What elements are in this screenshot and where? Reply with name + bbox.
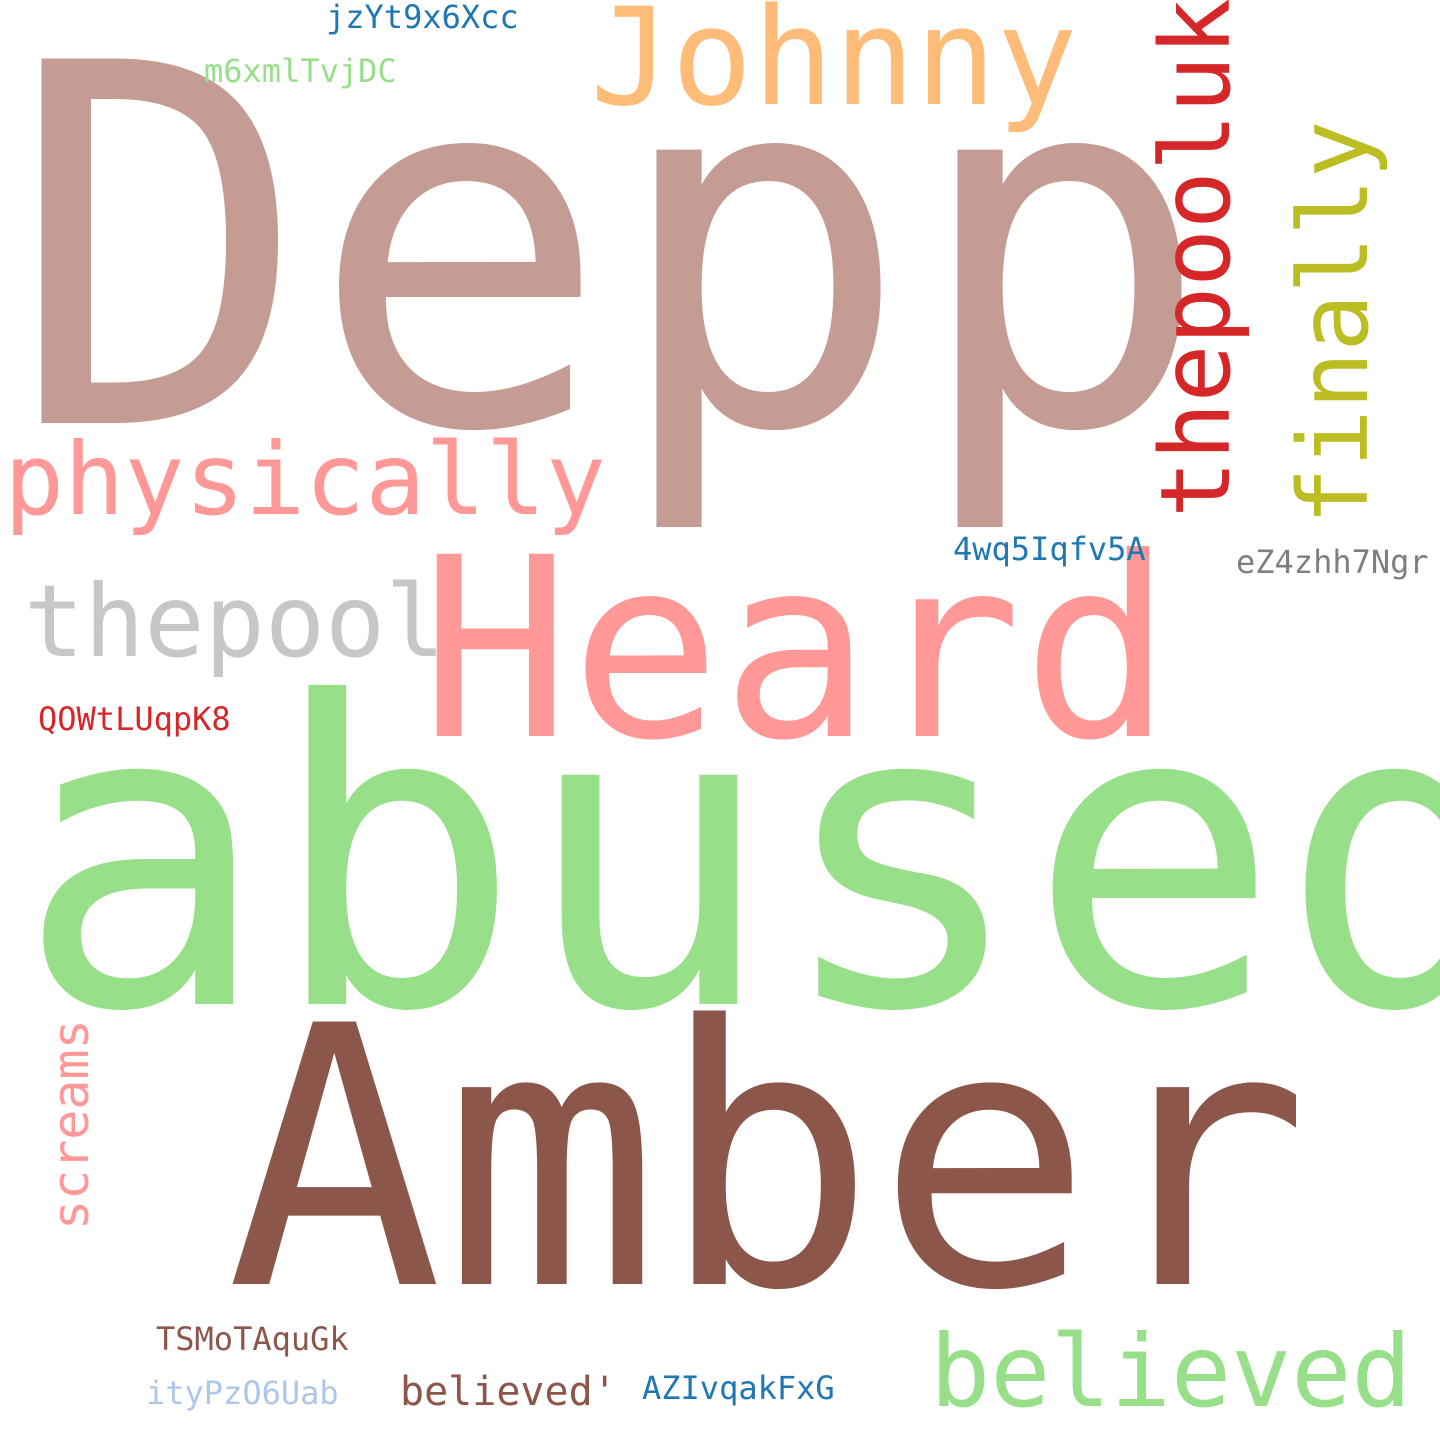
word-qowtluqpk8: QOWtLUqpK8 — [38, 700, 231, 738]
word-believed: believed — [930, 1313, 1412, 1430]
word-m6xmltvjdc: m6xmlTvjDC — [204, 52, 397, 90]
word-4wq5iqfv5a: 4wq5Iqfv5A — [953, 530, 1146, 568]
word-johnny: Johnny — [590, 0, 1078, 136]
word-ez4zhh7ngr: eZ4zhh7Ngr — [1236, 543, 1429, 581]
word-jzyt9x6xcc: jzYt9x6Xcc — [326, 0, 519, 36]
word-amber: Amber — [226, 950, 1310, 1369]
word-itypzo6uab: ityPzO6Uab — [146, 1374, 339, 1412]
word-thepool: thepool — [24, 563, 446, 680]
word-heard: Heard — [420, 504, 1173, 795]
word-depp: Depp — [8, 0, 1213, 541]
word-screams: screams — [42, 1019, 100, 1230]
word-finally: finally — [1278, 120, 1390, 525]
word-abused: abused — [16, 615, 1440, 1104]
word-believed-quote: believed' — [400, 1369, 617, 1415]
word-azivqakfxg: AZIvqakFxG — [642, 1369, 835, 1407]
word-tsmotaqugk: TSMoTAquGk — [156, 1320, 349, 1358]
word-thepooluk: thepooluk — [1140, 0, 1252, 518]
word-physically: physically — [4, 421, 607, 538]
